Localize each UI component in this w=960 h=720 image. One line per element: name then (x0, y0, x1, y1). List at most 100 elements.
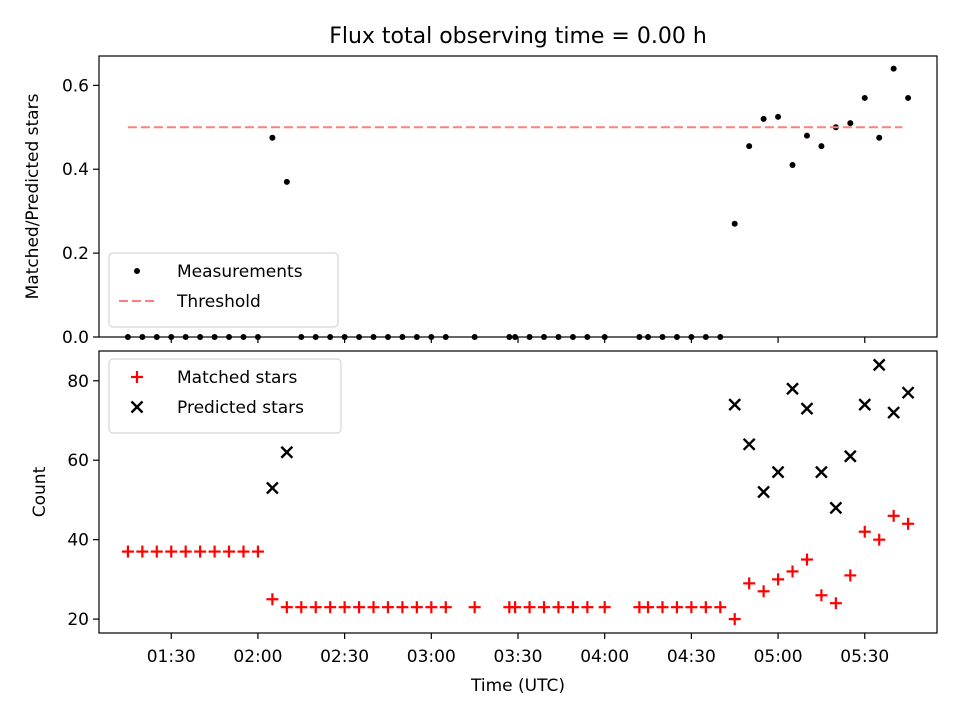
matched-stars-point (670, 601, 683, 614)
matched-stars-point (266, 593, 279, 606)
measurement-point (601, 334, 608, 340)
legend-predicted-swatch (130, 400, 144, 414)
x-tick-label: 04:30 (667, 647, 716, 667)
measurement-point (226, 334, 233, 340)
legend-label: Predicted stars (177, 398, 304, 418)
measurement-point (283, 178, 290, 185)
matched-stars-point (728, 613, 741, 626)
x-tick-label: 01:30 (147, 647, 196, 667)
measurement-point (803, 132, 810, 139)
measurement-point (702, 334, 709, 340)
matched-stars-point (598, 601, 611, 614)
predicted-stars-point (771, 465, 785, 479)
x-tick-label: 03:00 (407, 647, 456, 667)
measurement-point (442, 334, 449, 340)
chart-title: Flux total observing time = 0.00 h (329, 24, 707, 49)
matched-stars-point (699, 601, 712, 614)
top-panel: 0.0 0.2 0.4 0.6 Matched/Predicted stars Measu… (23, 55, 938, 348)
y-tick-label: 80 (67, 372, 89, 392)
matched-stars-point (280, 601, 293, 614)
x-tick-label: 02:00 (233, 647, 282, 667)
measurement-point (541, 334, 548, 340)
x-tick-label: 05:30 (840, 647, 889, 667)
matched-stars-point (829, 597, 842, 610)
measurement-point (124, 334, 131, 340)
x-tick-label: 02:30 (320, 647, 369, 667)
legend-measurement-swatch (134, 268, 140, 274)
measurement-point (356, 334, 363, 340)
measurement-point (789, 162, 796, 169)
predicted-stars-point (280, 445, 294, 459)
matched-stars-point (509, 601, 522, 614)
measurement-point (584, 334, 591, 340)
x-b (800, 402, 814, 415)
x-b (887, 406, 901, 419)
measurement-point (254, 334, 261, 340)
measurement-point (818, 143, 825, 150)
matched-stars-point (468, 601, 481, 614)
predicted-stars-point (843, 449, 857, 463)
predicted-stars-point (858, 398, 872, 411)
bottom-panel: 20 40 60 80 01:30 02:00 02:30 03:00 03:30 04:00 04… (30, 350, 938, 696)
measurement-point (717, 334, 724, 340)
matched-stars-point (223, 545, 236, 558)
predicted-stars-point (757, 485, 770, 499)
matched-stars-point (743, 577, 756, 590)
x-b (266, 481, 279, 495)
matched-stars-point (523, 601, 536, 614)
x-b (280, 445, 294, 459)
measurement-point (512, 334, 519, 340)
predicted-stars-point (829, 501, 843, 515)
measurement-point (327, 334, 334, 340)
x-b (757, 485, 770, 499)
measurement-point (240, 334, 247, 340)
y-axis-label: Matched/Predicted stars (23, 93, 43, 299)
matched-stars-point (295, 601, 308, 614)
x-b (815, 465, 828, 479)
y-tick-label: 60 (67, 451, 89, 471)
matched-stars-point (873, 533, 886, 546)
measurement-point (413, 334, 420, 340)
matched-stars-point (121, 545, 134, 558)
matched-stars-point (858, 525, 871, 538)
measurement-point (168, 334, 175, 340)
measurement-point (139, 334, 146, 340)
matched-stars-point (887, 509, 900, 522)
measurement-point (428, 334, 435, 340)
measurement-point (673, 334, 680, 340)
x-tick-label: 03:30 (494, 647, 543, 667)
x-b (829, 501, 843, 515)
measurement-point (569, 334, 576, 340)
predicted-stars-point (872, 358, 886, 372)
matched-stars-point (642, 601, 655, 614)
matched-stars-point (165, 545, 178, 558)
matched-stars-point (367, 601, 380, 614)
matched-stars-point (902, 517, 915, 530)
matched-stars-point (757, 585, 770, 598)
legend-label: Measurements (177, 262, 303, 282)
measurement-point (645, 334, 652, 340)
predicted-stars-point (786, 382, 799, 396)
x-b (843, 449, 857, 463)
x-tick-label: 04:00 (580, 647, 629, 667)
measurement-point (760, 115, 767, 122)
x-axis-label: Time (UTC) (470, 676, 565, 696)
measurement-point (211, 334, 218, 340)
y-tick-label: 20 (67, 610, 89, 630)
measurement-point (197, 334, 204, 340)
predicted-stars-point (742, 437, 756, 451)
y-tick-label: 0.4 (62, 160, 89, 180)
measurement-point (775, 113, 782, 120)
legend-label: Threshold (176, 292, 261, 312)
y-tick-label: 0.0 (62, 328, 89, 348)
x-tick-label: 05:00 (754, 647, 803, 667)
matched-stars-point (815, 589, 828, 602)
x-b (858, 398, 872, 411)
x-b (771, 465, 785, 479)
matched-stars-point (381, 601, 394, 614)
matched-stars-point (685, 601, 698, 614)
predicted-stars-point (815, 465, 828, 479)
matched-stars-point (136, 545, 149, 558)
measurement-point (153, 334, 160, 340)
measurement-point (341, 334, 348, 340)
